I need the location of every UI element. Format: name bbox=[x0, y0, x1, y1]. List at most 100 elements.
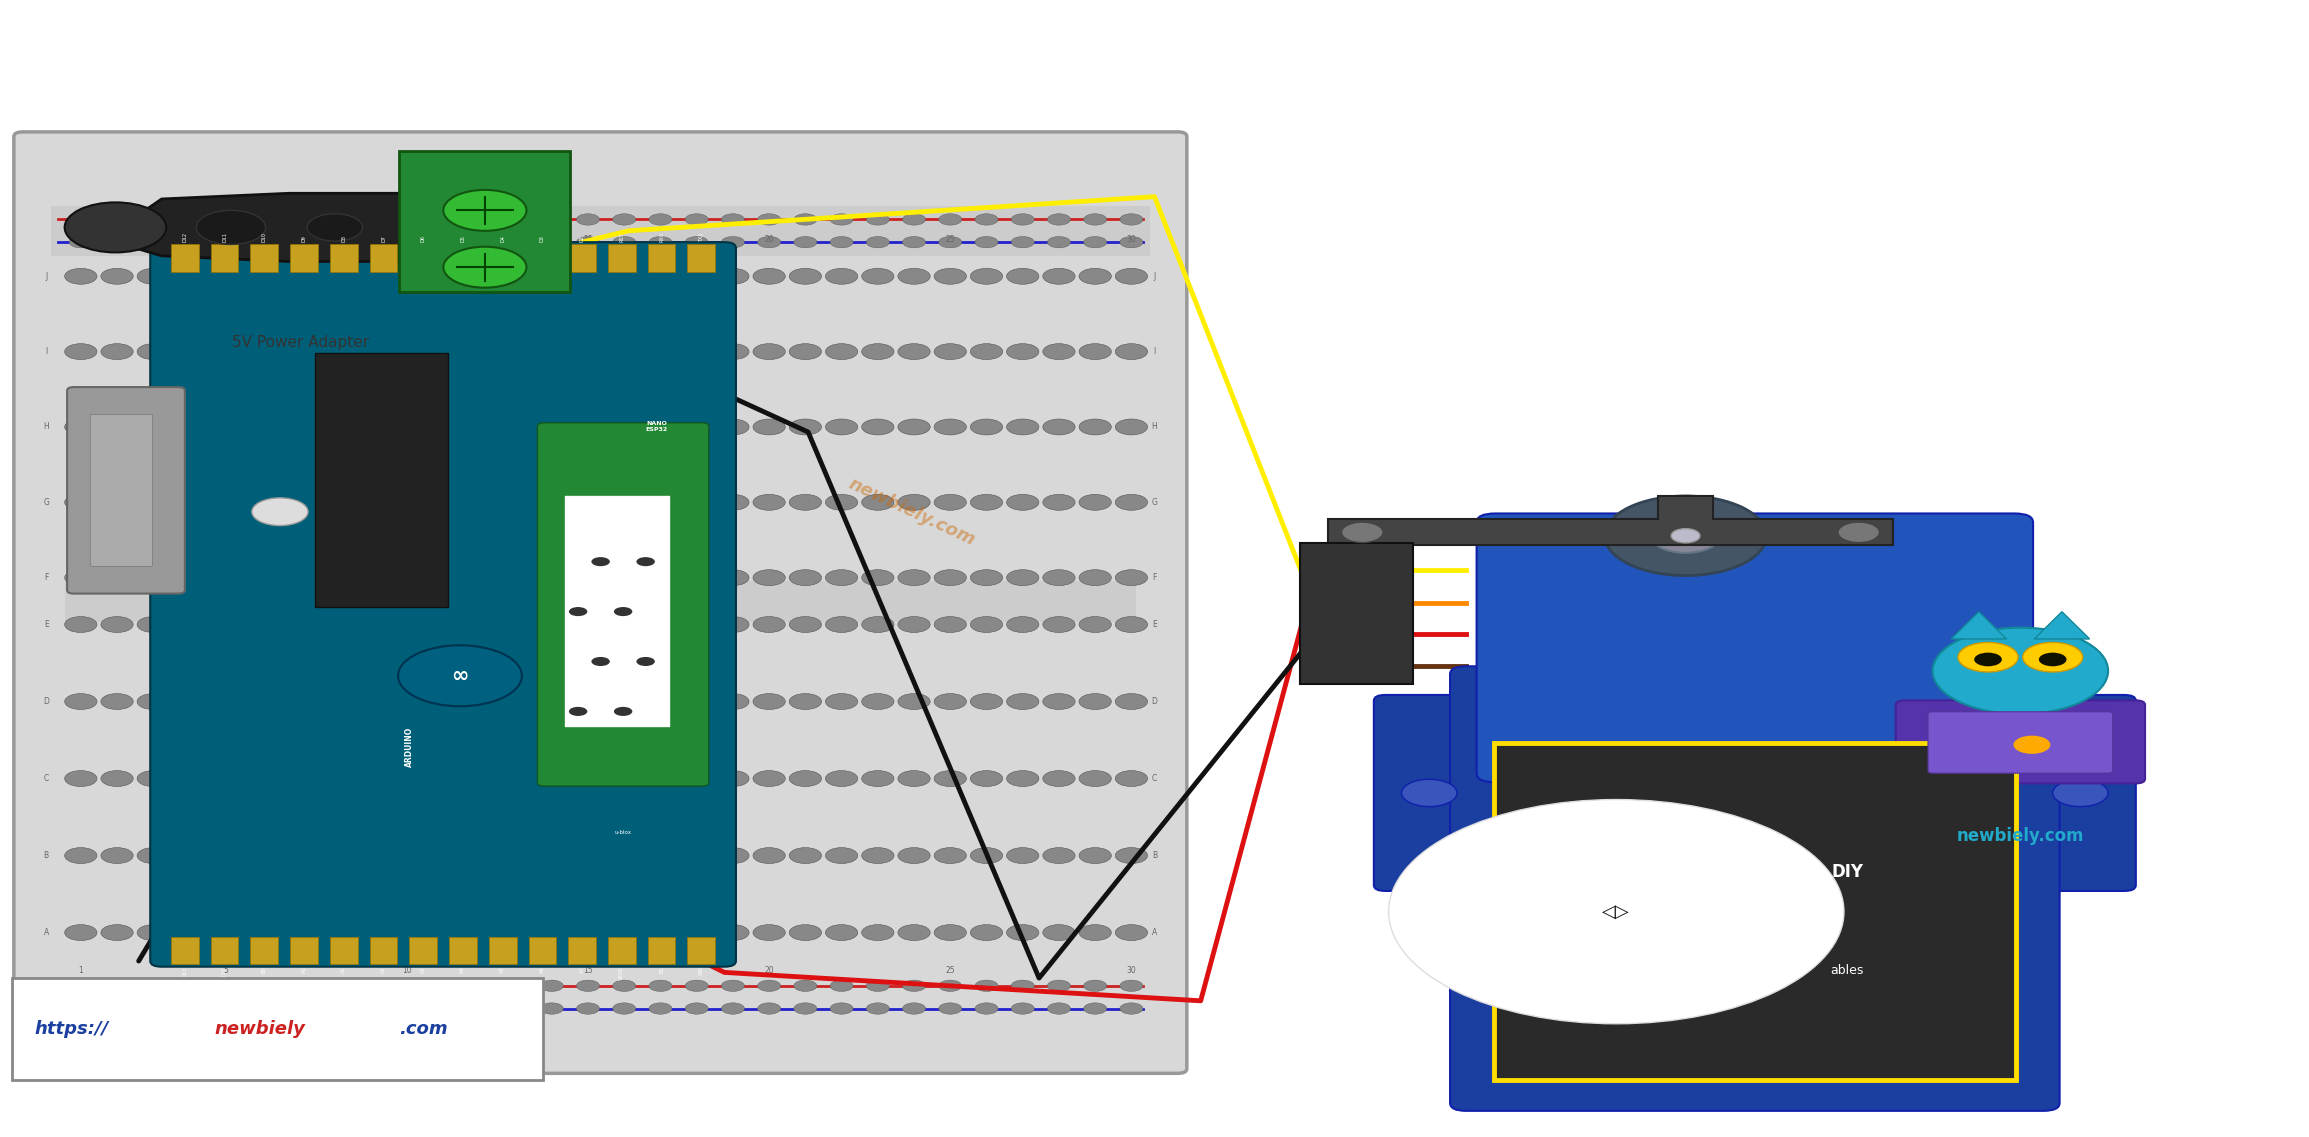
Circle shape bbox=[753, 343, 785, 359]
Circle shape bbox=[390, 420, 423, 435]
Circle shape bbox=[866, 214, 889, 225]
Circle shape bbox=[69, 214, 92, 225]
Circle shape bbox=[1342, 522, 1383, 542]
Circle shape bbox=[1120, 980, 1143, 991]
Circle shape bbox=[1672, 529, 1699, 542]
Text: ables: ables bbox=[1831, 964, 1863, 978]
Circle shape bbox=[1007, 420, 1039, 435]
Text: NANO
ESP32: NANO ESP32 bbox=[647, 421, 667, 432]
Circle shape bbox=[644, 343, 677, 359]
Circle shape bbox=[282, 924, 314, 940]
Circle shape bbox=[753, 771, 785, 787]
Circle shape bbox=[577, 980, 600, 991]
Polygon shape bbox=[104, 193, 404, 262]
Circle shape bbox=[757, 214, 780, 225]
Circle shape bbox=[282, 847, 314, 863]
Circle shape bbox=[720, 980, 743, 991]
Circle shape bbox=[245, 268, 277, 284]
FancyBboxPatch shape bbox=[607, 937, 635, 964]
Circle shape bbox=[319, 847, 351, 863]
Text: newbiely: newbiely bbox=[215, 1020, 305, 1038]
Circle shape bbox=[210, 847, 242, 863]
Circle shape bbox=[323, 236, 346, 248]
Circle shape bbox=[210, 570, 242, 586]
Circle shape bbox=[1044, 495, 1076, 511]
Circle shape bbox=[1115, 924, 1148, 940]
Circle shape bbox=[716, 847, 748, 863]
Circle shape bbox=[974, 1003, 997, 1014]
Circle shape bbox=[935, 343, 967, 359]
Circle shape bbox=[319, 694, 351, 709]
Circle shape bbox=[573, 495, 605, 511]
Circle shape bbox=[716, 616, 748, 632]
Circle shape bbox=[319, 343, 351, 359]
Circle shape bbox=[716, 420, 748, 435]
FancyBboxPatch shape bbox=[67, 387, 185, 594]
Circle shape bbox=[753, 847, 785, 863]
Circle shape bbox=[323, 1003, 346, 1014]
Text: newbiely.com: newbiely.com bbox=[845, 474, 979, 549]
Circle shape bbox=[249, 214, 272, 225]
Circle shape bbox=[65, 420, 97, 435]
Circle shape bbox=[173, 268, 206, 284]
Circle shape bbox=[464, 771, 496, 787]
Circle shape bbox=[866, 236, 889, 248]
Circle shape bbox=[1044, 771, 1076, 787]
Circle shape bbox=[136, 495, 169, 511]
Circle shape bbox=[1007, 924, 1039, 940]
Circle shape bbox=[866, 1003, 889, 1014]
Circle shape bbox=[577, 214, 600, 225]
Circle shape bbox=[427, 495, 459, 511]
Circle shape bbox=[356, 268, 388, 284]
Circle shape bbox=[249, 236, 272, 248]
Circle shape bbox=[1044, 343, 1076, 359]
Circle shape bbox=[1044, 420, 1076, 435]
Circle shape bbox=[829, 980, 852, 991]
Circle shape bbox=[612, 1003, 635, 1014]
Circle shape bbox=[568, 607, 586, 616]
Circle shape bbox=[824, 847, 857, 863]
Circle shape bbox=[1083, 980, 1106, 991]
Circle shape bbox=[173, 616, 206, 632]
Circle shape bbox=[1044, 268, 1076, 284]
Circle shape bbox=[102, 847, 134, 863]
Circle shape bbox=[935, 847, 967, 863]
Circle shape bbox=[970, 495, 1002, 511]
FancyBboxPatch shape bbox=[448, 937, 476, 964]
Text: A4: A4 bbox=[459, 966, 466, 973]
Circle shape bbox=[141, 980, 164, 991]
Circle shape bbox=[970, 420, 1002, 435]
Circle shape bbox=[716, 771, 748, 787]
Text: 25: 25 bbox=[944, 966, 956, 976]
Circle shape bbox=[607, 847, 640, 863]
Text: TX1: TX1 bbox=[700, 233, 704, 242]
FancyBboxPatch shape bbox=[314, 352, 448, 607]
Circle shape bbox=[1011, 1003, 1034, 1014]
Circle shape bbox=[1011, 236, 1034, 248]
Circle shape bbox=[903, 236, 926, 248]
Circle shape bbox=[65, 771, 97, 787]
Circle shape bbox=[286, 980, 309, 991]
Text: A7: A7 bbox=[580, 966, 584, 973]
Text: u-blox: u-blox bbox=[614, 830, 633, 836]
Circle shape bbox=[861, 343, 894, 359]
Circle shape bbox=[173, 495, 206, 511]
Circle shape bbox=[573, 847, 605, 863]
Circle shape bbox=[427, 694, 459, 709]
Circle shape bbox=[573, 616, 605, 632]
Circle shape bbox=[790, 495, 822, 511]
Text: B0: B0 bbox=[261, 966, 268, 973]
Circle shape bbox=[499, 343, 531, 359]
Circle shape bbox=[720, 236, 743, 248]
Circle shape bbox=[499, 420, 531, 435]
Circle shape bbox=[503, 980, 526, 991]
Circle shape bbox=[282, 771, 314, 787]
Circle shape bbox=[1007, 495, 1039, 511]
Circle shape bbox=[1044, 616, 1076, 632]
FancyBboxPatch shape bbox=[1300, 543, 1413, 684]
Circle shape bbox=[390, 268, 423, 284]
Circle shape bbox=[753, 268, 785, 284]
Circle shape bbox=[443, 190, 526, 231]
Circle shape bbox=[390, 694, 423, 709]
Circle shape bbox=[790, 924, 822, 940]
